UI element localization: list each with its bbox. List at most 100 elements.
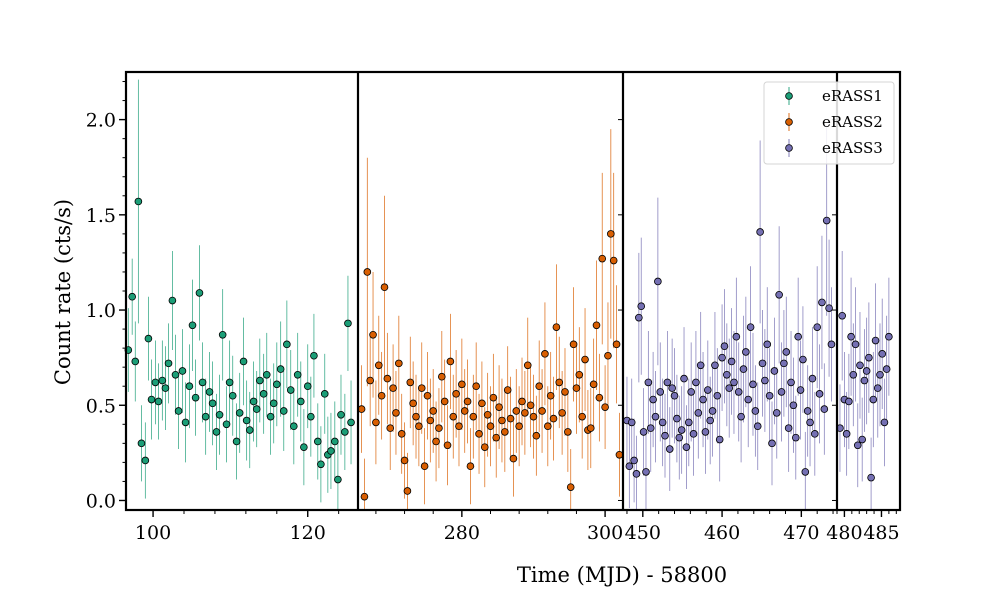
data-point bbox=[687, 388, 695, 396]
data-point bbox=[293, 370, 302, 379]
y-tick-label: 2.0 bbox=[86, 110, 116, 132]
data-point bbox=[521, 409, 529, 417]
data-point bbox=[195, 289, 204, 297]
legend-label: eRASS2 bbox=[822, 113, 883, 131]
data-point bbox=[198, 378, 207, 387]
data-point bbox=[249, 397, 258, 406]
data-point bbox=[639, 428, 648, 436]
data-point bbox=[595, 393, 604, 402]
data-point bbox=[137, 439, 146, 448]
data-point bbox=[147, 395, 156, 404]
data-point bbox=[789, 401, 798, 410]
data-point bbox=[625, 462, 634, 471]
data-point bbox=[851, 340, 860, 349]
data-point bbox=[646, 424, 655, 432]
data-point bbox=[711, 361, 719, 370]
data-point bbox=[768, 439, 776, 448]
data-point bbox=[692, 378, 700, 387]
data-point bbox=[543, 422, 552, 431]
data-point bbox=[154, 397, 163, 406]
data-point bbox=[452, 390, 460, 398]
data-point bbox=[715, 435, 724, 444]
data-point bbox=[443, 441, 452, 450]
data-point bbox=[131, 357, 140, 366]
data-point bbox=[383, 374, 392, 383]
data-point bbox=[347, 418, 355, 427]
data-point bbox=[509, 454, 518, 463]
data-point bbox=[827, 340, 836, 349]
data-point bbox=[232, 437, 241, 446]
data-point bbox=[344, 319, 352, 328]
data-point bbox=[272, 380, 281, 389]
data-point bbox=[538, 407, 546, 415]
data-point bbox=[185, 382, 194, 391]
data-point bbox=[727, 357, 736, 366]
data-point bbox=[386, 424, 395, 432]
data-point bbox=[758, 359, 767, 368]
y-tick-label: 1.5 bbox=[86, 205, 116, 227]
data-point bbox=[615, 450, 624, 459]
data-point bbox=[649, 395, 657, 404]
data-point bbox=[286, 386, 295, 394]
data-point bbox=[283, 340, 291, 349]
data-point bbox=[744, 395, 753, 404]
data-point bbox=[178, 367, 187, 375]
data-point bbox=[320, 390, 329, 398]
legend-marker bbox=[785, 92, 793, 100]
data-point bbox=[654, 277, 662, 286]
data-point bbox=[684, 418, 693, 427]
data-point bbox=[255, 376, 264, 385]
data-point bbox=[566, 483, 575, 491]
data-point bbox=[498, 416, 506, 425]
y-tick-label: 0.0 bbox=[86, 490, 116, 512]
data-point bbox=[310, 351, 318, 360]
data-point bbox=[763, 340, 772, 349]
data-point bbox=[174, 407, 183, 415]
legend-label: eRASS3 bbox=[822, 139, 883, 157]
data-point bbox=[696, 361, 705, 370]
data-point bbox=[262, 370, 271, 379]
data-point bbox=[607, 230, 615, 238]
data-point bbox=[181, 418, 190, 427]
data-point bbox=[782, 348, 791, 356]
data-point bbox=[723, 370, 731, 379]
legend-box bbox=[763, 81, 895, 165]
data-point bbox=[670, 391, 679, 400]
data-point bbox=[403, 487, 412, 495]
data-point bbox=[871, 336, 880, 345]
x-tick-label: 460 bbox=[704, 522, 740, 544]
data-point bbox=[770, 367, 779, 375]
data-point bbox=[158, 376, 167, 385]
data-point bbox=[409, 399, 417, 408]
data-point bbox=[303, 382, 312, 391]
data-point bbox=[663, 378, 672, 387]
data-point bbox=[222, 420, 231, 429]
y-axis-title: Count rate (cts/s) bbox=[51, 199, 75, 385]
data-point bbox=[858, 435, 866, 444]
x-axis-title: Time (MJD) - 58800 bbox=[517, 563, 727, 587]
data-point bbox=[761, 376, 769, 385]
data-point bbox=[141, 456, 150, 465]
data-point bbox=[412, 412, 420, 421]
data-point bbox=[644, 378, 653, 387]
data-point bbox=[701, 428, 710, 436]
data-point bbox=[357, 405, 366, 413]
data-point bbox=[784, 424, 793, 432]
legend-entry: eRASS1 bbox=[785, 87, 883, 105]
data-point bbox=[630, 456, 638, 465]
data-point bbox=[134, 197, 143, 206]
data-point bbox=[478, 399, 486, 408]
data-point bbox=[417, 384, 426, 392]
series-eRASS1 bbox=[124, 79, 355, 510]
data-point bbox=[495, 403, 503, 411]
data-point bbox=[523, 361, 532, 370]
data-point bbox=[161, 384, 170, 392]
data-point bbox=[813, 323, 821, 331]
data-point bbox=[668, 384, 676, 392]
data-point bbox=[673, 414, 681, 423]
data-point bbox=[380, 283, 389, 291]
data-point bbox=[201, 412, 210, 421]
data-point bbox=[680, 374, 688, 383]
data-point bbox=[734, 388, 743, 396]
data-point bbox=[749, 380, 757, 389]
